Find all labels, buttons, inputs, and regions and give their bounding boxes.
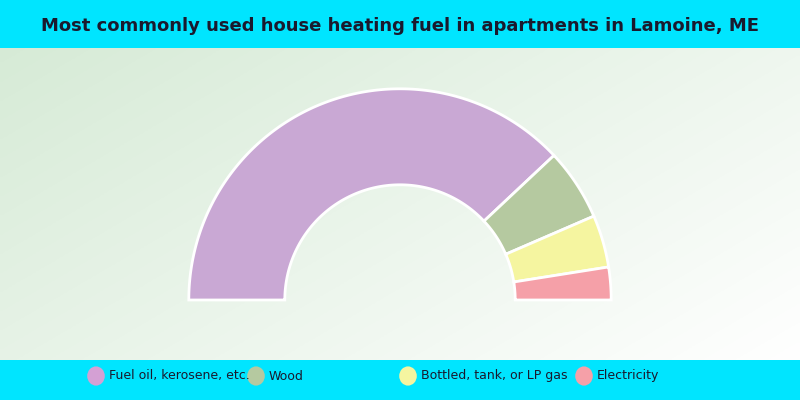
Polygon shape bbox=[484, 156, 594, 254]
Ellipse shape bbox=[575, 366, 593, 386]
Ellipse shape bbox=[399, 366, 417, 386]
Polygon shape bbox=[514, 267, 611, 300]
Ellipse shape bbox=[247, 366, 265, 386]
Text: Electricity: Electricity bbox=[597, 370, 659, 382]
Polygon shape bbox=[506, 216, 609, 282]
Text: Wood: Wood bbox=[269, 370, 304, 382]
Ellipse shape bbox=[87, 366, 105, 386]
Text: Bottled, tank, or LP gas: Bottled, tank, or LP gas bbox=[421, 370, 567, 382]
Polygon shape bbox=[189, 89, 554, 300]
Text: Most commonly used house heating fuel in apartments in Lamoine, ME: Most commonly used house heating fuel in… bbox=[41, 17, 759, 35]
Text: Fuel oil, kerosene, etc.: Fuel oil, kerosene, etc. bbox=[109, 370, 250, 382]
